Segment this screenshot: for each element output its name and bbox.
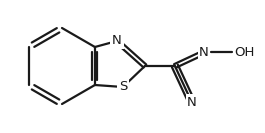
Text: S: S [119,80,127,93]
Text: OH: OH [234,46,254,59]
Text: N: N [187,96,197,109]
Text: N: N [199,46,209,59]
Text: N: N [112,34,122,47]
